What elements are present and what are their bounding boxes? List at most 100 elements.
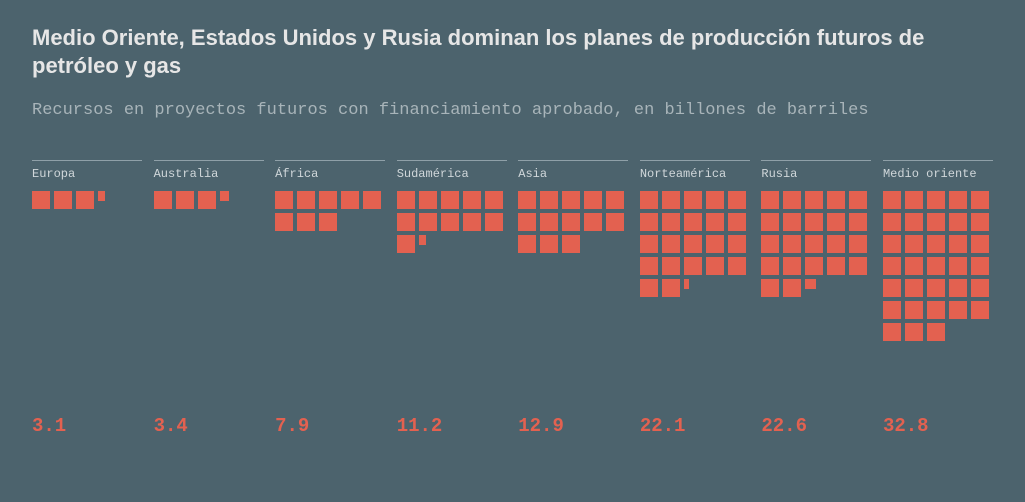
waffle-cell [905,323,923,341]
region-value: 22.1 [640,415,750,437]
region-value: 3.4 [154,415,264,437]
waffle-cell [883,323,901,341]
waffle-grid-area [640,191,750,407]
waffle-cell [584,191,602,209]
region-name: Sudamérica [397,160,507,181]
waffle-grid [32,191,142,209]
waffle-cell [684,235,702,253]
waffle-cell [32,191,50,209]
region-column: Rusia 22.6 [761,160,871,437]
waffle-cell [905,235,923,253]
waffle-cell [518,235,536,253]
waffle-cell [761,235,779,253]
waffle-cell [662,257,680,275]
waffle-cell [783,191,801,209]
region-value: 11.2 [397,415,507,437]
waffle-cell [761,213,779,231]
waffle-cell [949,213,967,231]
waffle-cell [662,235,680,253]
waffle-cell [518,191,536,209]
waffle-grid-area [518,191,628,407]
waffle-cell [883,213,901,231]
waffle-cell [783,213,801,231]
waffle-cell [805,235,823,253]
waffle-cell [706,257,724,275]
waffle-cell [275,213,293,231]
waffle-cell [805,213,823,231]
waffle-cell [849,257,867,275]
waffle-cell [485,213,503,231]
chart-row: Europa3.1Australia3.4África7.9Sudamérica… [32,160,993,437]
waffle-cell [640,213,658,231]
waffle-cell [198,191,216,209]
region-column: Medio oriente32.8 [883,160,993,437]
region-name: África [275,160,385,181]
chart-title: Medio Oriente, Estados Unidos y Rusia do… [32,24,993,79]
region-column: Norteamérica22.1 [640,160,750,437]
waffle-cell [761,191,779,209]
waffle-cell [827,257,845,275]
waffle-cell-partial [98,191,105,201]
waffle-cell [927,279,945,297]
waffle-cell [275,191,293,209]
waffle-cell [905,213,923,231]
waffle-cell-partial [220,191,229,201]
waffle-grid [883,191,993,341]
waffle-cell [397,191,415,209]
waffle-cell [728,191,746,209]
waffle-cell [684,191,702,209]
waffle-cell [176,191,194,209]
waffle-cell [927,257,945,275]
waffle-cell [606,191,624,209]
waffle-cell [949,235,967,253]
region-name: Australia [154,160,264,181]
waffle-cell [883,191,901,209]
waffle-cell [684,257,702,275]
region-value: 3.1 [32,415,142,437]
waffle-cell [927,191,945,209]
waffle-cell [728,213,746,231]
waffle-cell [761,257,779,275]
waffle-cell [849,213,867,231]
region-column: Sudamérica 11.2 [397,160,507,437]
waffle-grid [275,191,385,231]
waffle-cell [54,191,72,209]
waffle-cell [927,235,945,253]
waffle-cell [441,213,459,231]
region-column: África7.9 [275,160,385,437]
waffle-cell [883,257,901,275]
waffle-cell [805,257,823,275]
waffle-cell [640,191,658,209]
region-name: Asia [518,160,628,181]
region-name: Europa [32,160,142,181]
waffle-cell [662,191,680,209]
waffle-cell [540,235,558,253]
waffle-cell [397,235,415,253]
waffle-grid-area [883,191,993,407]
waffle-cell [562,213,580,231]
waffle-cell [883,235,901,253]
waffle-cell [949,191,967,209]
waffle-cell [827,213,845,231]
region-name: Rusia [761,160,871,181]
waffle-grid-area [154,191,264,407]
waffle-cell [662,213,680,231]
waffle-cell [783,279,801,297]
chart-subtitle: Recursos en proyectos futuros con financ… [32,99,993,124]
waffle-cell [927,323,945,341]
waffle-cell [728,235,746,253]
waffle-grid [397,191,507,253]
waffle-cell [319,213,337,231]
waffle-cell [949,257,967,275]
waffle-cell [606,213,624,231]
region-name: Medio oriente [883,160,993,181]
waffle-cell [971,301,989,319]
waffle-cell [463,191,481,209]
waffle-cell [518,213,536,231]
region-value: 22.6 [761,415,871,437]
waffle-cell [905,301,923,319]
waffle-cell [419,213,437,231]
waffle-cell [783,235,801,253]
waffle-cell-partial [684,279,689,289]
waffle-cell [971,235,989,253]
